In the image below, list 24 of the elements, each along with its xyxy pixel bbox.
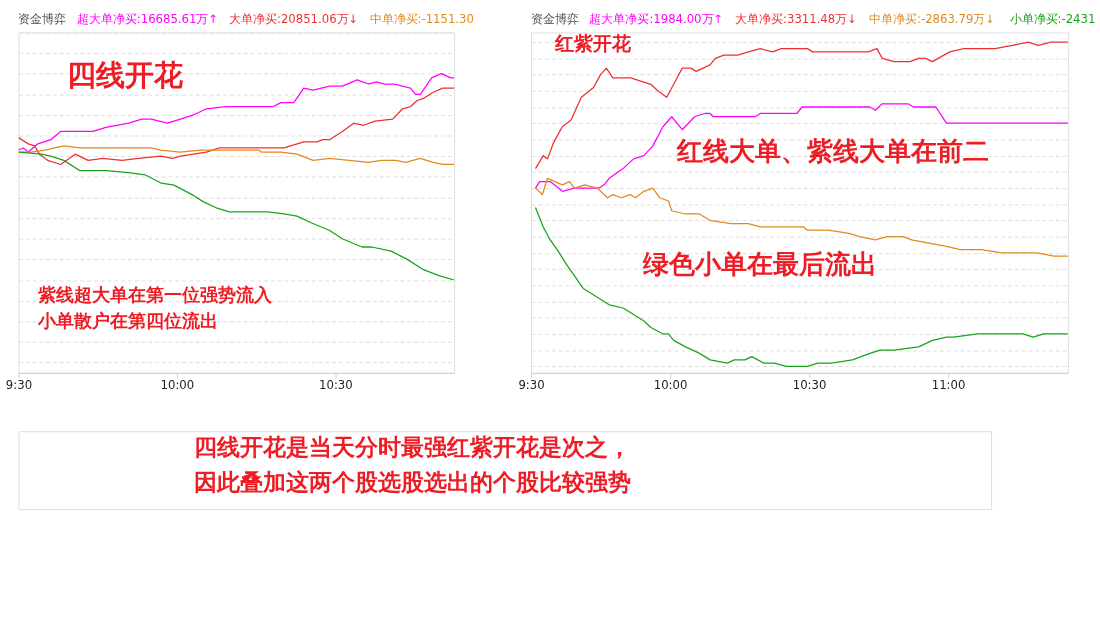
text: 超大单净买:1984.00万↑ xyxy=(589,11,724,26)
annotation: 绿色小单在最后流出 xyxy=(641,248,877,279)
text: 中单净买:-2863.79万↓ xyxy=(869,11,996,26)
annotation: 红紫开花 xyxy=(554,31,633,55)
text: 因此叠加这两个股选股选出的个股比较强势 xyxy=(193,467,631,496)
text: 四线开花是当天分时最强红紫开花是次之， xyxy=(193,432,631,461)
text: 紫线超大单在第一位强势流入 xyxy=(36,284,273,305)
text: 中单净买:-1151.30 xyxy=(369,11,474,26)
x-tick-label: 9:30 xyxy=(5,377,33,392)
x-tick-label: 11:00 xyxy=(931,377,966,392)
annotation: 红线大单、紫线大单在前二 xyxy=(675,135,989,166)
text: 小单散户在第四位流出 xyxy=(36,311,218,332)
x-tick-label: 10:30 xyxy=(792,377,827,392)
x-tick-label: 10:00 xyxy=(160,377,195,392)
text: 大单净买:3311.48万↓ xyxy=(735,11,857,26)
x-tick-label: 9:30 xyxy=(518,377,545,392)
x-tick-label: 10:30 xyxy=(319,377,353,392)
text: 小单净买:-2431 xyxy=(1009,11,1096,26)
x-tick-label: 10:00 xyxy=(653,377,688,392)
chart-title: 资金博弈 xyxy=(18,11,67,26)
text: 超大单净买:16685.61万↑ xyxy=(76,11,219,26)
text: 大单净买:20851.06万↓ xyxy=(229,11,359,26)
annotation: 四线开花 xyxy=(67,57,184,92)
chart-title: 资金博弈 xyxy=(531,11,580,26)
